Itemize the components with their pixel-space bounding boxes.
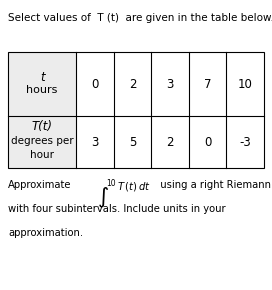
- Text: 2: 2: [129, 78, 136, 90]
- Bar: [8, 52, 264, 168]
- Text: Select values of  T (t)  are given in the table below.: Select values of T (t) are given in the …: [8, 13, 272, 23]
- FancyBboxPatch shape: [8, 52, 76, 116]
- Text: 3: 3: [166, 78, 174, 90]
- Text: 5: 5: [129, 136, 136, 148]
- Text: 0: 0: [204, 136, 211, 148]
- Text: degrees per: degrees per: [11, 136, 73, 146]
- Text: using a right Riemann sum: using a right Riemann sum: [154, 180, 272, 190]
- Text: $\int$: $\int$: [97, 186, 109, 210]
- Text: 10: 10: [106, 179, 116, 188]
- Text: 10: 10: [238, 78, 252, 90]
- Text: 0: 0: [91, 78, 99, 90]
- FancyBboxPatch shape: [8, 116, 76, 168]
- Text: approximation.: approximation.: [8, 228, 83, 238]
- Text: T(t): T(t): [32, 120, 53, 133]
- Text: t: t: [40, 71, 45, 84]
- Text: hours: hours: [26, 86, 58, 95]
- Text: with four subintervals. Include units in your: with four subintervals. Include units in…: [8, 204, 226, 214]
- Text: -3: -3: [239, 136, 251, 148]
- Text: 7: 7: [204, 78, 211, 90]
- Text: 3: 3: [91, 136, 99, 148]
- Text: Approximate: Approximate: [8, 180, 72, 190]
- Text: $T\,(t)\,dt$: $T\,(t)\,dt$: [117, 180, 151, 193]
- Text: hour: hour: [30, 150, 54, 160]
- Text: 2: 2: [166, 136, 174, 148]
